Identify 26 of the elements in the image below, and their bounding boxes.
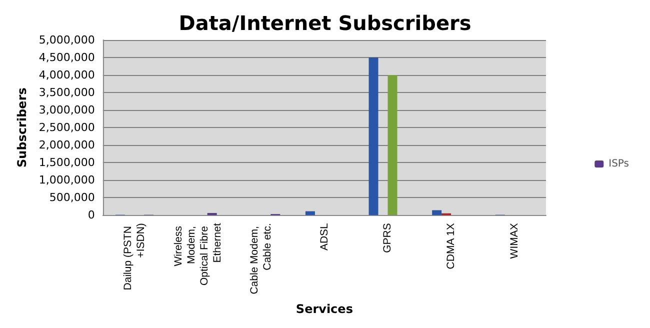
chart-title: Data/Internet Subscribers — [178, 11, 472, 35]
x-tick-label: CDMA 1X — [445, 223, 458, 270]
x-tick-label: Wireless Modem, Optical Fibre Ethernet — [172, 223, 224, 286]
y-tick-label: 2,500,000 — [38, 121, 95, 134]
x-tick-label: ADSL — [318, 222, 330, 251]
y-tick-label: 2,000,000 — [38, 138, 95, 152]
x-tick-label: GPRS — [382, 223, 394, 253]
y-tick-label: 1,500,000 — [38, 156, 95, 170]
x-tick-label: WIMAX — [508, 223, 520, 259]
legend-label: ISPs — [608, 158, 630, 170]
bar — [305, 211, 315, 216]
y-tick-label: 500,000 — [49, 191, 95, 204]
bar — [388, 75, 398, 216]
y-tick-label: 1,000,000 — [38, 174, 95, 187]
y-tick-label: 5,000,000 — [38, 34, 95, 46]
y-tick-label: 0 — [88, 208, 95, 222]
bar — [368, 58, 378, 216]
y-tick-label: 3,000,000 — [38, 104, 95, 117]
x-axis-title: Services — [296, 302, 353, 316]
y-tick-label: 3,500,000 — [38, 86, 95, 100]
y-axis-title: Subscribers — [15, 88, 29, 168]
y-tick-label: 4,500,000 — [38, 51, 95, 64]
x-tick-label: Cable Modem, Cable etc. — [248, 223, 274, 294]
x-tick-label: Dailup (PSTN +ISDN) — [122, 223, 148, 290]
y-tick-label: 4,000,000 — [38, 68, 95, 82]
bar — [432, 210, 442, 216]
